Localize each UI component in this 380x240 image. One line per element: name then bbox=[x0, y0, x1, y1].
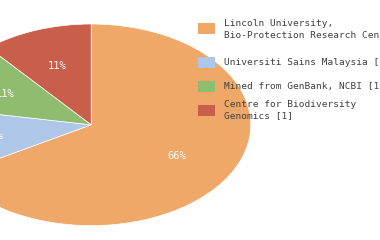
Bar bbox=[198, 23, 215, 34]
Text: 66%: 66% bbox=[168, 151, 186, 161]
Text: Lincoln University,
Bio-Protection Research Centre [6]: Lincoln University, Bio-Protection Resea… bbox=[224, 19, 380, 39]
Wedge shape bbox=[0, 107, 91, 175]
Text: 11%: 11% bbox=[0, 131, 3, 141]
Text: 11%: 11% bbox=[0, 89, 15, 99]
Wedge shape bbox=[0, 48, 91, 125]
Bar bbox=[198, 105, 215, 116]
Bar bbox=[198, 57, 215, 68]
Wedge shape bbox=[0, 24, 91, 125]
Bar bbox=[198, 81, 215, 92]
Text: Universiti Sains Malaysia [1]: Universiti Sains Malaysia [1] bbox=[224, 58, 380, 67]
Text: Centre for Biodiversity
Genomics [1]: Centre for Biodiversity Genomics [1] bbox=[224, 100, 356, 120]
Text: Mined from GenBank, NCBI [1]: Mined from GenBank, NCBI [1] bbox=[224, 82, 380, 91]
Wedge shape bbox=[0, 24, 251, 226]
Text: 11%: 11% bbox=[48, 61, 67, 71]
